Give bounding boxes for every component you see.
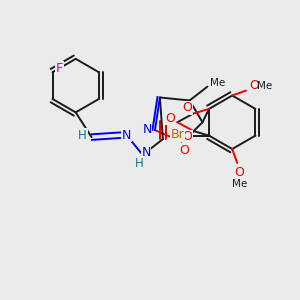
Text: F: F [56, 62, 63, 75]
Text: O: O [182, 130, 192, 143]
Text: O: O [249, 79, 259, 92]
Text: N: N [122, 129, 131, 142]
Text: O: O [234, 166, 244, 179]
Text: Me: Me [257, 81, 273, 91]
Text: Me: Me [232, 179, 247, 189]
Text: Br: Br [170, 128, 184, 141]
Text: H: H [78, 129, 87, 142]
Text: H: H [135, 158, 143, 170]
Text: N: N [142, 123, 152, 136]
Text: N: N [141, 146, 151, 160]
Text: Me: Me [210, 78, 225, 88]
Text: O: O [182, 101, 192, 114]
Text: O: O [180, 143, 190, 157]
Text: O: O [165, 112, 175, 125]
